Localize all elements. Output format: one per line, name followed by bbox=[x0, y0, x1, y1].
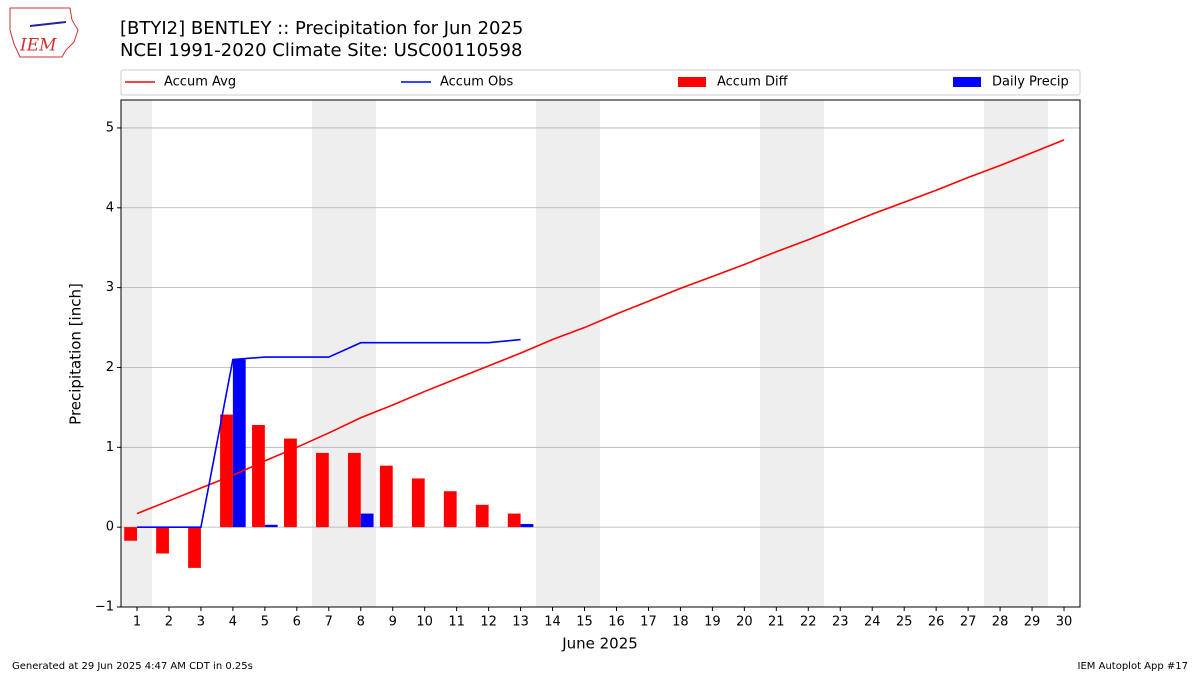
x-tick-label: 14 bbox=[544, 615, 561, 630]
x-tick-label: 21 bbox=[768, 615, 785, 630]
x-tick-label: 27 bbox=[960, 615, 977, 630]
weekend-band bbox=[312, 100, 376, 607]
bar bbox=[284, 438, 297, 528]
bar bbox=[507, 513, 521, 528]
x-tick-label: 17 bbox=[640, 615, 657, 630]
x-tick-label: 6 bbox=[293, 615, 301, 630]
y-tick-label: 5 bbox=[106, 120, 114, 135]
x-tick-label: 7 bbox=[325, 615, 333, 630]
x-tick-label: 10 bbox=[416, 615, 433, 630]
legend-label: Accum Avg bbox=[164, 75, 236, 90]
bar bbox=[360, 513, 374, 528]
x-tick-label: 5 bbox=[261, 615, 269, 630]
footer-right: IEM Autoplot App #17 bbox=[1078, 661, 1188, 672]
y-axis-label: Precipitation [inch] bbox=[67, 283, 85, 425]
weekend-shading bbox=[121, 100, 1048, 607]
x-tick-label: 13 bbox=[512, 615, 529, 630]
bar bbox=[379, 465, 393, 528]
y-tick-label: 0 bbox=[106, 520, 114, 535]
x-tick-label: 2 bbox=[165, 615, 173, 630]
weekend-band bbox=[121, 100, 152, 607]
weekend-band bbox=[536, 100, 600, 607]
bar bbox=[232, 359, 246, 528]
y-tick-label: 1 bbox=[106, 440, 114, 455]
bar bbox=[411, 478, 425, 528]
x-tick-label: 30 bbox=[1056, 615, 1073, 630]
x-tick-label: 22 bbox=[800, 615, 817, 630]
bar bbox=[188, 527, 201, 568]
bar bbox=[252, 424, 265, 528]
x-tick-label: 3 bbox=[197, 615, 205, 630]
bar bbox=[124, 527, 137, 541]
bar bbox=[347, 452, 361, 528]
bar bbox=[475, 504, 489, 528]
legend bbox=[120, 69, 1081, 96]
x-tick-label: 4 bbox=[229, 615, 237, 630]
footer-left: Generated at 29 Jun 2025 4:47 AM CDT in … bbox=[12, 661, 253, 672]
x-axis-label: June 2025 bbox=[561, 635, 638, 653]
x-tick-label: 25 bbox=[896, 615, 913, 630]
weekend-band bbox=[984, 100, 1048, 607]
x-tick-label: 11 bbox=[448, 615, 465, 630]
bar bbox=[220, 414, 233, 528]
x-tick-label: 19 bbox=[704, 615, 721, 630]
x-tick-label: 1 bbox=[133, 615, 141, 630]
y-tick-label: 2 bbox=[106, 360, 114, 375]
legend-label: Accum Diff bbox=[717, 75, 789, 90]
x-tick-label: 15 bbox=[576, 615, 593, 630]
line bbox=[136, 338, 521, 528]
plot bbox=[121, 127, 1080, 608]
x-tick-label: 8 bbox=[357, 615, 365, 630]
x-tick-label: 23 bbox=[832, 615, 849, 630]
x-tick-label: 24 bbox=[864, 615, 881, 630]
chart-title: [BTYI2] BENTLEY :: Precipitation for Jun… bbox=[120, 18, 523, 39]
logo-outline bbox=[9, 7, 79, 58]
logo: IEM bbox=[9, 7, 79, 58]
bar bbox=[264, 524, 278, 528]
x-tick-label: 16 bbox=[608, 615, 625, 630]
x-tick-label: 9 bbox=[389, 615, 397, 630]
logo-text: IEM bbox=[19, 36, 57, 56]
x-tick-label: 29 bbox=[1024, 615, 1041, 630]
y-tick-label: 4 bbox=[106, 200, 114, 215]
x-tick-label: 28 bbox=[992, 615, 1009, 630]
legend-label: Accum Obs bbox=[440, 75, 513, 90]
bar bbox=[520, 523, 534, 528]
x-tick-label: 12 bbox=[480, 615, 497, 630]
legend-label: Daily Precip bbox=[992, 75, 1069, 90]
x-tick-label: 26 bbox=[928, 615, 945, 630]
logo-line bbox=[29, 21, 67, 27]
bar bbox=[156, 527, 169, 554]
legend-swatch bbox=[953, 77, 981, 87]
y-tick-label: −1 bbox=[95, 600, 114, 615]
line bbox=[136, 139, 1065, 515]
y-tick-label: 3 bbox=[106, 280, 114, 295]
chart-subtitle: NCEI 1991-2020 Climate Site: USC00110598 bbox=[120, 40, 522, 61]
x-tick-label: 20 bbox=[736, 615, 753, 630]
plot-frame bbox=[120, 99, 1081, 608]
bar bbox=[315, 452, 329, 528]
legend-swatch bbox=[678, 77, 706, 87]
bar bbox=[443, 491, 457, 528]
x-tick-label: 18 bbox=[672, 615, 689, 630]
weekend-band bbox=[760, 100, 824, 607]
